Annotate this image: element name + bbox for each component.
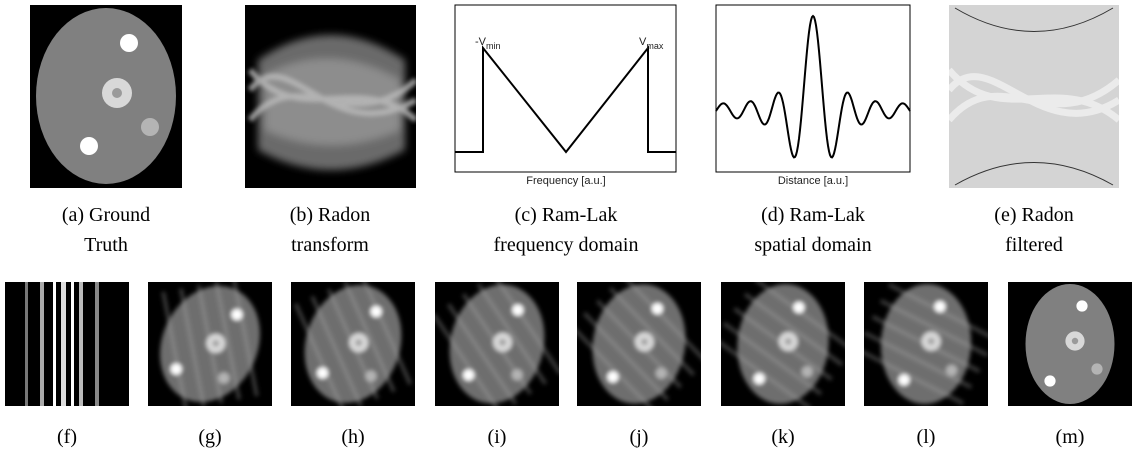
axis-label: Distance [a.u.] <box>778 175 848 187</box>
caption: Truth <box>84 234 128 256</box>
filtered-sinogram-image <box>949 5 1119 188</box>
reconstruction-image <box>1008 282 1132 406</box>
phantom-image <box>30 5 182 188</box>
background <box>5 282 129 406</box>
sinogram-image <box>245 5 416 188</box>
stripe <box>53 282 56 406</box>
caption: (m) <box>1056 426 1085 448</box>
image-content <box>706 274 860 414</box>
stripe <box>71 282 74 406</box>
caption: (c) Ram-Lak <box>515 204 618 226</box>
caption: (e) Radon <box>994 204 1073 226</box>
caption: (j) <box>630 426 649 448</box>
reconstruction-row <box>5 252 1132 436</box>
stripe <box>25 282 28 406</box>
figure: -Vmin Vmax Frequency [a.u.] Distance [a.… <box>0 0 1139 454</box>
caption: (l) <box>917 426 936 448</box>
caption: frequency domain <box>494 234 639 256</box>
image-content <box>853 280 1000 407</box>
caption: (b) Radon <box>290 204 371 226</box>
image-content <box>120 252 300 436</box>
image-content <box>266 256 439 431</box>
reconstruction-image <box>120 252 300 436</box>
reconstruction-image <box>5 282 129 406</box>
image-content <box>558 267 721 422</box>
reconstruction-image <box>853 280 1000 407</box>
caption: (h) <box>341 426 364 448</box>
spot <box>1091 363 1102 374</box>
phantom <box>120 252 300 436</box>
spot <box>1044 375 1055 386</box>
stripe <box>40 282 44 406</box>
stripe <box>95 282 99 406</box>
caption: (i) <box>488 426 507 448</box>
caption: (a) Ground <box>62 204 150 226</box>
caption: transform <box>291 234 369 256</box>
freq-plot: -Vmin Vmax Frequency [a.u.] <box>455 5 676 187</box>
reconstruction-image <box>266 256 439 431</box>
reconstruction-image <box>706 274 860 414</box>
image-content <box>1008 282 1132 406</box>
caption: (g) <box>198 426 221 448</box>
reconstruction-image <box>413 261 582 428</box>
axis-label: Frequency [a.u.] <box>526 175 606 187</box>
caption: filtered <box>1005 234 1063 256</box>
stripe <box>61 282 66 406</box>
spatial-plot: Distance [a.u.] <box>716 5 910 187</box>
caption: spatial domain <box>754 234 871 256</box>
image-content <box>413 261 582 428</box>
caption: (k) <box>771 426 794 448</box>
phantom <box>1026 284 1115 404</box>
stripe <box>79 282 83 406</box>
caption: (f) <box>57 426 77 448</box>
spot <box>1076 300 1087 311</box>
spot <box>1072 338 1078 344</box>
caption: (d) Ram-Lak <box>761 204 865 226</box>
reconstruction-image <box>558 267 721 422</box>
image-content <box>5 282 129 406</box>
